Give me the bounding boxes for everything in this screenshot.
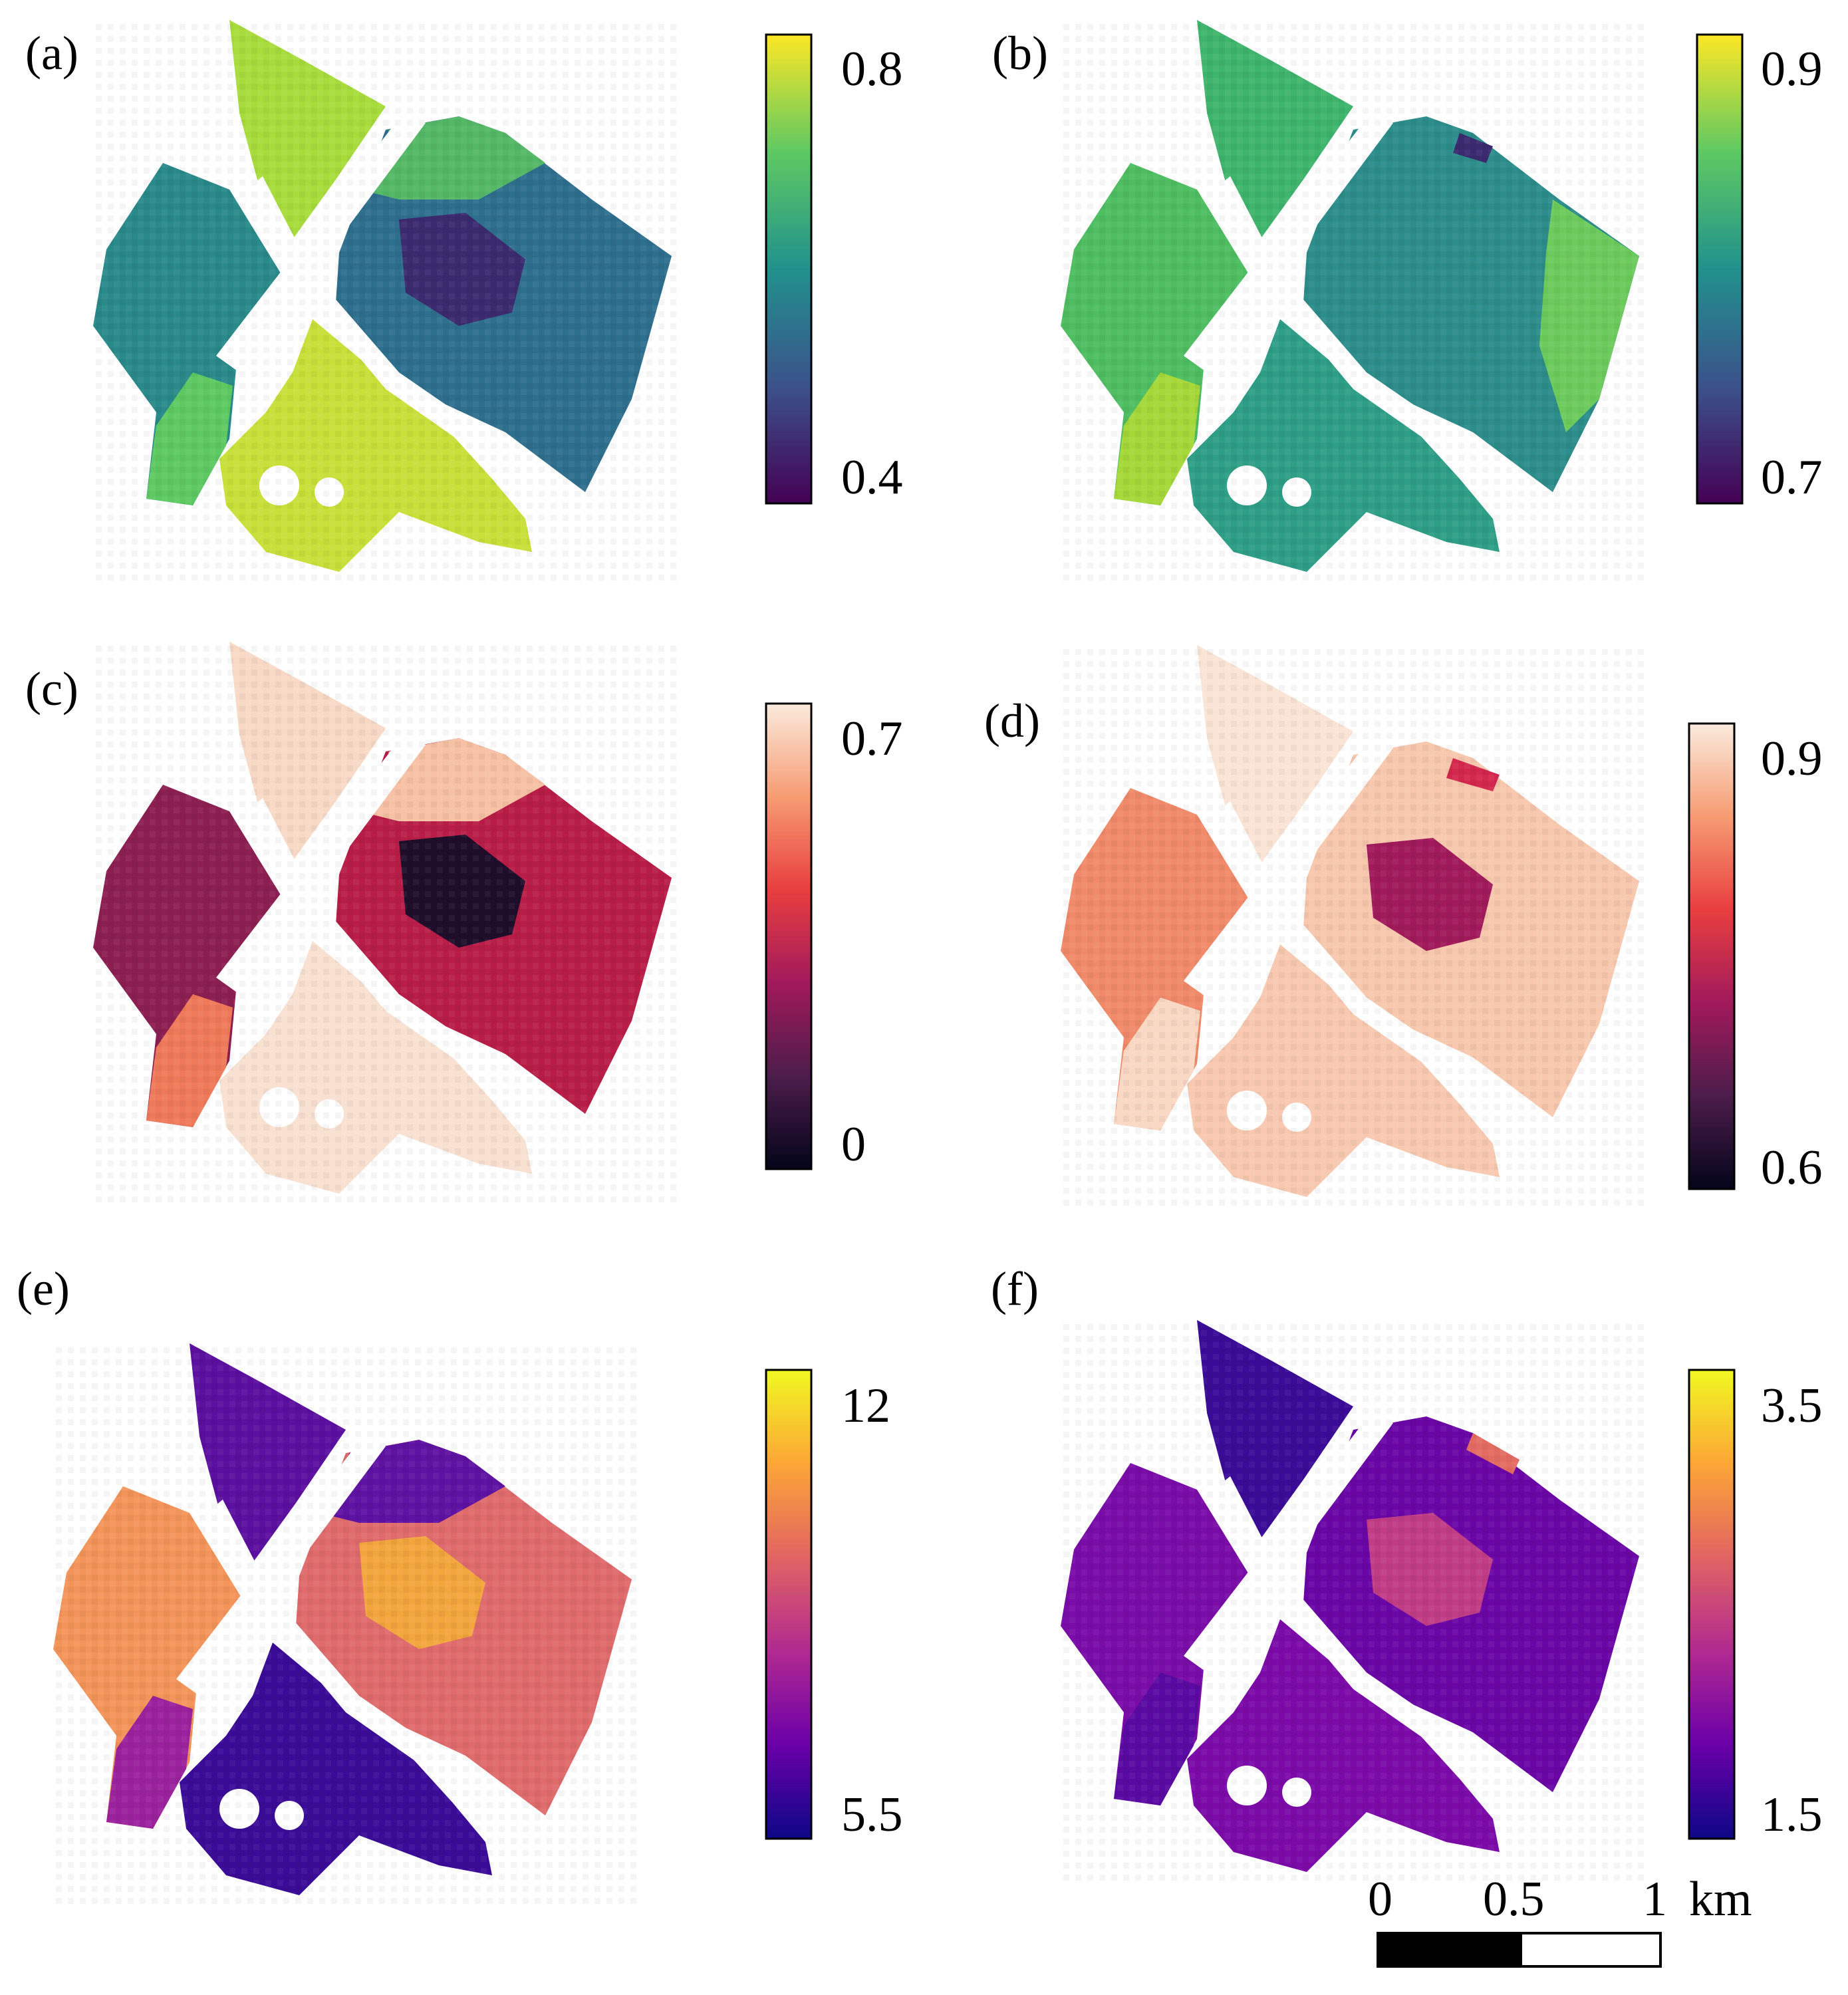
- panel-d-label: (d): [984, 694, 1040, 747]
- scale-bar-segment-white: [1519, 1932, 1662, 1968]
- panel-e: (e) 12 5.5: [17, 1262, 903, 1909]
- panel-d-colorbar-max: 0.9: [1761, 732, 1823, 786]
- panel-b-map: [1061, 20, 1646, 585]
- panel-c-map: [93, 642, 678, 1207]
- scale-bar-label-end: 1: [1643, 1872, 1667, 1927]
- panel-a-colorbar-min: 0.4: [841, 450, 903, 505]
- panel-c-colorbar: [765, 702, 813, 1170]
- panel-b-label: (b): [992, 27, 1048, 80]
- scale-bar: 0 0.5 1 km: [1368, 1872, 1752, 1968]
- panel-f: (f) 3.5 1.5: [991, 1262, 1823, 1885]
- panel-c-colorbar-min: 0: [841, 1117, 866, 1172]
- panel-a-label: (a): [25, 27, 78, 80]
- panel-e-colorbar: [765, 1369, 813, 1840]
- panel-e-label: (e): [17, 1262, 70, 1315]
- scale-bar-segment-black: [1377, 1932, 1522, 1968]
- panel-b-colorbar-max: 0.9: [1761, 42, 1823, 96]
- panel-d: (d) 0.9 0.6: [984, 645, 1823, 1210]
- panel-d-colorbar-min: 0.6: [1761, 1140, 1823, 1195]
- panel-a-colorbar: [765, 33, 813, 505]
- panel-c-label: (c): [25, 662, 78, 716]
- scale-bar-label-mid: 0.5: [1483, 1872, 1545, 1927]
- panel-f-map: [1061, 1320, 1646, 1885]
- panel-b-colorbar: [1696, 33, 1744, 505]
- panel-b: (b) 0.9 0.7: [992, 20, 1823, 585]
- panel-d-map: [1061, 645, 1646, 1210]
- panel-a-colorbar-max: 0.8: [841, 42, 903, 96]
- panel-a-map: [93, 20, 678, 585]
- panel-d-colorbar: [1688, 722, 1736, 1190]
- panel-e-colorbar-min: 5.5: [841, 1788, 903, 1842]
- panel-f-colorbar: [1688, 1369, 1736, 1840]
- panel-f-colorbar-max: 3.5: [1761, 1379, 1823, 1433]
- panel-a: (a) 0.8 0.4: [25, 20, 903, 585]
- panel-e-colorbar-max: 12: [841, 1379, 890, 1433]
- panel-c-colorbar-max: 0.7: [841, 712, 903, 766]
- scale-bar-unit: km: [1689, 1872, 1752, 1927]
- panel-c: (c) 0.7 0: [25, 642, 903, 1207]
- panel-e-map: [53, 1343, 638, 1909]
- panel-b-colorbar-min: 0.7: [1761, 450, 1823, 505]
- scale-bar-label-0: 0: [1368, 1872, 1392, 1927]
- panel-f-label: (f): [991, 1262, 1039, 1315]
- panel-f-colorbar-min: 1.5: [1761, 1788, 1823, 1842]
